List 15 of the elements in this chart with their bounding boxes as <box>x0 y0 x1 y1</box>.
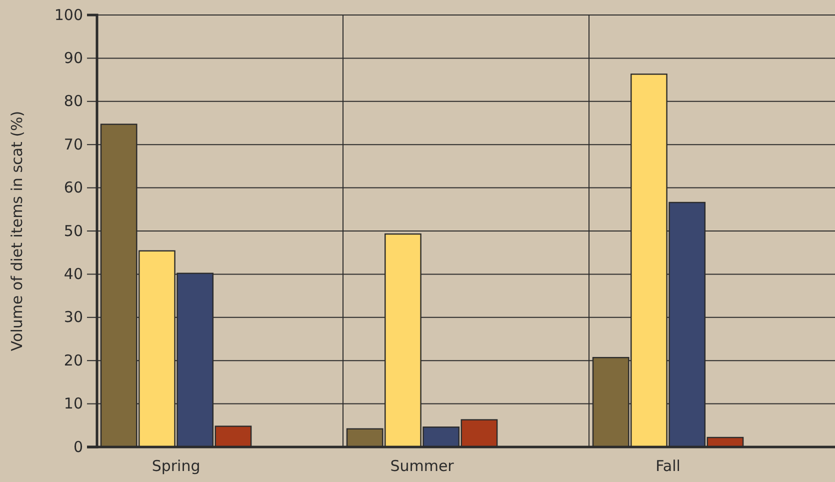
y-tick-label: 0 <box>73 438 83 456</box>
y-tick-label: 30 <box>64 308 83 326</box>
y-tick-label: 40 <box>64 265 83 283</box>
y-tick-label: 100 <box>54 6 83 24</box>
y-tick-label: 70 <box>64 135 83 154</box>
x-tick-label: Summer <box>390 457 455 475</box>
y-tick-label: 10 <box>64 394 83 413</box>
y-tick-label: 50 <box>64 222 83 240</box>
y-tick-label: 60 <box>64 178 83 197</box>
x-tick-label: Spring <box>152 457 200 475</box>
y-tick-label: 90 <box>64 49 83 67</box>
y-tick-label: 20 <box>64 351 83 370</box>
y-tick-label: 80 <box>64 92 83 110</box>
y-axis-title: Volume of diet items in scat (%) <box>8 110 26 352</box>
x-tick-label: Fall <box>656 457 680 475</box>
